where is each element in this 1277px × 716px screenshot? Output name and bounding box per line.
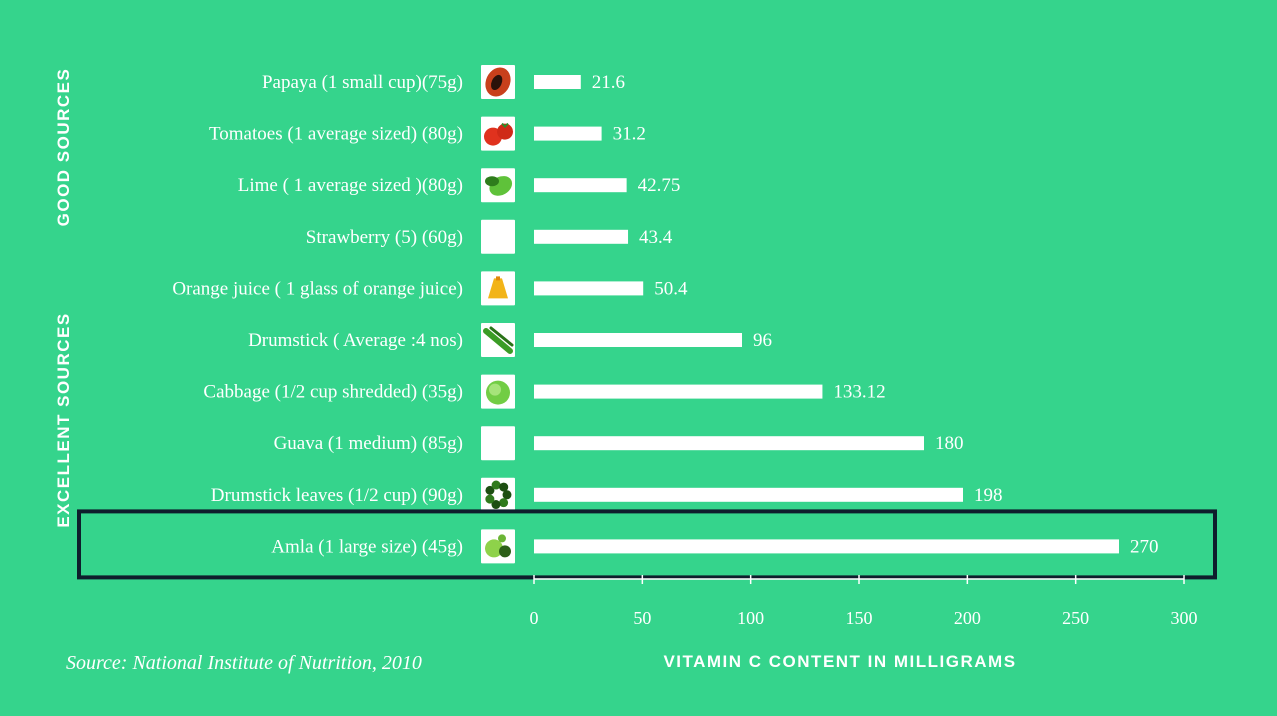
value-label: 180 [935, 433, 964, 454]
drumstick-leaves-icon [481, 477, 515, 512]
table-row: Tomatoes (1 average sized) (80g) 31.2 [209, 116, 646, 151]
bar [534, 384, 823, 399]
table-row: Strawberry (5) (60g) 43.4 [306, 219, 673, 254]
bar [534, 126, 602, 141]
bar [534, 487, 964, 502]
strawberry-icon [481, 219, 515, 254]
table-row: Lime ( 1 average sized )(80g) 42.75 [238, 168, 681, 203]
value-label: 31.2 [613, 124, 646, 145]
group-label: GOOD SOURCES [54, 68, 73, 227]
category-label: Tomatoes (1 average sized) (80g) [209, 124, 463, 145]
table-row: Amla (1 large size) (45g) 270 [271, 529, 1159, 564]
category-label: Strawberry (5) (60g) [306, 227, 463, 248]
chart-rows: Papaya (1 small cup)(75g) 21.6 Tomatoes (1… [172, 65, 1159, 564]
x-tick-label: 100 [737, 608, 764, 628]
x-tick-label: 250 [1062, 608, 1089, 628]
bar [534, 229, 629, 244]
amla-icon [481, 529, 515, 564]
category-label: Lime ( 1 average sized )(80g) [238, 175, 463, 196]
source-note: Source: National Institute of Nutrition,… [66, 652, 422, 674]
group-label: EXCELLENT SOURCES [54, 312, 73, 527]
category-label: Cabbage (1/2 cup shredded) (35g) [203, 382, 463, 403]
bar [534, 436, 925, 451]
category-label: Guava (1 medium) (85g) [274, 433, 463, 454]
value-label: 21.6 [592, 72, 625, 93]
orange-juice-icon [481, 271, 515, 306]
value-label: 270 [1130, 536, 1159, 557]
category-label: Orange juice ( 1 glass of orange juice) [172, 278, 463, 299]
x-tick-label: 200 [954, 608, 981, 628]
papaya-icon [481, 65, 515, 99]
table-row: Guava (1 medium) (85g) 180 [274, 426, 964, 461]
x-axis-label: VITAMIN C CONTENT IN MILLIGRAMS [663, 652, 1016, 671]
x-axis: 0 50 100 150 200 250 300 [530, 575, 1198, 628]
value-label: 96 [753, 330, 772, 351]
bar [534, 75, 581, 89]
x-tick-label: 0 [530, 608, 539, 628]
table-row: Cabbage (1/2 cup shredded) (35g) 133.12 [203, 374, 886, 409]
category-label: Amla (1 large size) (45g) [271, 536, 463, 557]
lime-icon [481, 168, 515, 203]
x-tick-label: 300 [1171, 608, 1198, 628]
bar [534, 178, 627, 193]
category-label: Papaya (1 small cup)(75g) [262, 72, 463, 93]
drumstick-icon [481, 323, 515, 357]
bar [534, 281, 644, 296]
highlight-box [77, 509, 1217, 580]
category-label: Drumstick ( Average :4 nos) [248, 330, 463, 351]
group-labels: GOOD SOURCES EXCELLENT SOURCES [54, 68, 73, 528]
table-row: Orange juice ( 1 glass of orange juice) 5… [172, 271, 688, 306]
guava-icon [481, 426, 515, 461]
bar [534, 333, 743, 347]
x-tick-label: 50 [633, 608, 651, 628]
value-label: 50.4 [654, 278, 688, 299]
value-label: 43.4 [639, 227, 673, 248]
x-tick-label: 150 [846, 608, 873, 628]
table-row: Drumstick ( Average :4 nos) 96 [248, 323, 772, 357]
category-label: Drumstick leaves (1/2 cup) (90g) [211, 485, 463, 506]
bar [534, 539, 1120, 554]
tomato-icon [481, 116, 515, 151]
value-label: 198 [974, 485, 1003, 506]
cabbage-icon [481, 374, 515, 409]
table-row: Drumstick leaves (1/2 cup) (90g) 198 [211, 477, 1003, 512]
value-label: 133.12 [833, 382, 885, 403]
table-row: Papaya (1 small cup)(75g) 21.6 [262, 65, 625, 99]
value-label: 42.75 [638, 175, 681, 196]
